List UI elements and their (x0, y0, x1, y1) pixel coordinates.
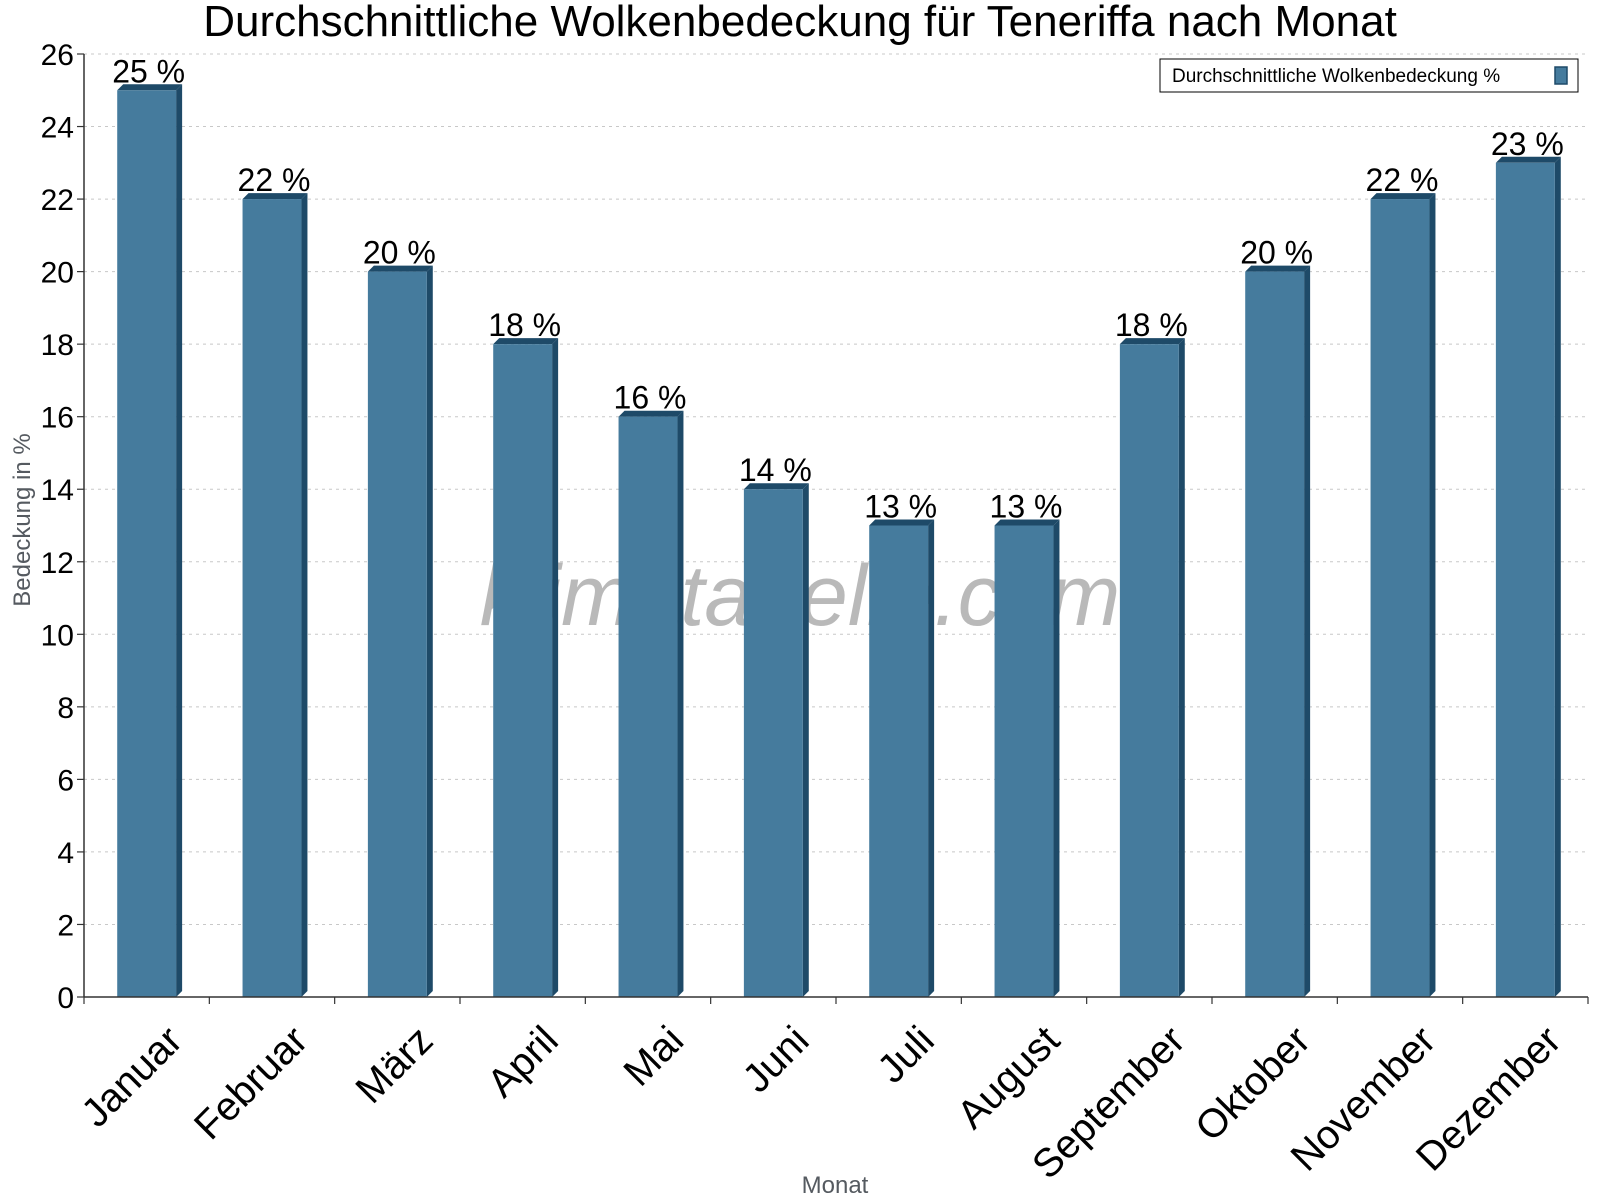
x-tick-label: April (479, 1018, 567, 1106)
bar-side (1429, 193, 1436, 998)
bar-side (677, 410, 684, 997)
bar (1495, 162, 1555, 998)
bar-side (802, 483, 809, 997)
legend: Durchschnittliche Wolkenbedeckung % (1159, 58, 1579, 93)
bar-group (1370, 193, 1436, 998)
bar (493, 344, 553, 998)
data-label: 25 % (112, 53, 185, 89)
bar (242, 199, 302, 998)
data-label: 22 % (238, 162, 311, 198)
bar-side (301, 193, 308, 998)
bar-group (242, 193, 308, 998)
x-tick-label: Mai (615, 1018, 692, 1095)
data-label: 14 % (739, 452, 812, 488)
bar (117, 90, 177, 998)
bar-group (493, 338, 559, 998)
bar-side (1304, 265, 1311, 998)
y-tick-label: 18 (41, 329, 74, 362)
data-label: 20 % (1240, 235, 1313, 271)
x-tick-label: August (949, 1018, 1068, 1137)
y-tick-label: 12 (41, 547, 74, 580)
data-label: 20 % (363, 235, 436, 271)
bar (1370, 199, 1430, 998)
bar-group (367, 265, 433, 998)
bar-side (426, 265, 433, 998)
bar-side (928, 519, 935, 997)
data-label: 23 % (1491, 126, 1564, 162)
data-label: 13 % (990, 489, 1063, 525)
bar-top (869, 519, 935, 526)
bar-top (1370, 193, 1436, 200)
legend-box (1159, 58, 1579, 93)
grid-lines (84, 53, 1588, 925)
chart-title: Durchschnittliche Wolkenbedeckung für Te… (203, 0, 1397, 46)
bar-side (1554, 156, 1561, 998)
bar-group (1119, 338, 1185, 998)
bar-group (994, 519, 1060, 997)
y-tick-label: 6 (57, 764, 74, 797)
x-tick-label: März (348, 1018, 442, 1112)
y-axis-label: Bedeckung in % (9, 433, 36, 606)
bars (117, 84, 1561, 998)
y-tick-label: 8 (57, 692, 74, 725)
bar (618, 416, 678, 997)
bar-group (1245, 265, 1311, 998)
bar (367, 271, 427, 998)
bar-group (869, 519, 935, 997)
x-tick-label: Februar (186, 1018, 316, 1148)
data-label: 13 % (864, 489, 937, 525)
data-label: 16 % (614, 380, 687, 416)
bar-top (1245, 265, 1311, 272)
x-tick-label: Juni (734, 1018, 817, 1101)
y-tick-label: 26 (41, 39, 74, 72)
data-labels: 25 % 22 % 20 % 18 % 16 % 14 % 13 % 13 % 18 % 20 %… (112, 53, 1564, 524)
bar-top (367, 265, 433, 272)
bar (1245, 271, 1305, 998)
bar-group (618, 410, 684, 997)
bar-top (618, 410, 684, 417)
data-label: 18 % (1115, 307, 1188, 343)
bar-side (1053, 519, 1060, 997)
legend-swatch (1554, 66, 1568, 85)
bar-top (1119, 338, 1185, 345)
bar (994, 525, 1054, 997)
bar-group (1495, 156, 1561, 998)
x-axis-label: Monat (802, 1172, 869, 1199)
y-tick-label: 16 (41, 402, 74, 435)
bar-side (1178, 338, 1185, 998)
y-tick-label: 10 (41, 619, 74, 652)
y-tick-label: 0 (57, 982, 74, 1015)
x-tick-label: Januar (73, 1018, 191, 1136)
bar-group (743, 483, 809, 997)
bar-top (743, 483, 809, 490)
y-tick-label: 14 (41, 474, 74, 507)
bar-group (117, 84, 183, 998)
x-tick-label: Juli (869, 1018, 943, 1092)
y-tick-label: 24 (41, 112, 74, 145)
bar-top (117, 84, 183, 91)
x-tick-label: Oktober (1187, 1018, 1319, 1150)
y-tick-label: 22 (41, 184, 74, 217)
bar (869, 525, 929, 997)
bar-side (176, 84, 183, 998)
bar-top (242, 193, 308, 200)
legend-entry-label: Durchschnittliche Wolkenbedeckung % (1172, 66, 1500, 87)
bar-top (1495, 156, 1561, 163)
y-tick-label: 20 (41, 257, 74, 290)
bar-side (552, 338, 559, 998)
bar-top (493, 338, 559, 345)
bar (1119, 344, 1179, 998)
data-label: 18 % (488, 307, 561, 343)
y-tick-label: 4 (57, 837, 74, 870)
bar (743, 489, 803, 997)
data-label: 22 % (1366, 162, 1439, 198)
bar-top (994, 519, 1060, 526)
y-tick-label: 2 (57, 909, 74, 942)
axes (83, 54, 1589, 1004)
